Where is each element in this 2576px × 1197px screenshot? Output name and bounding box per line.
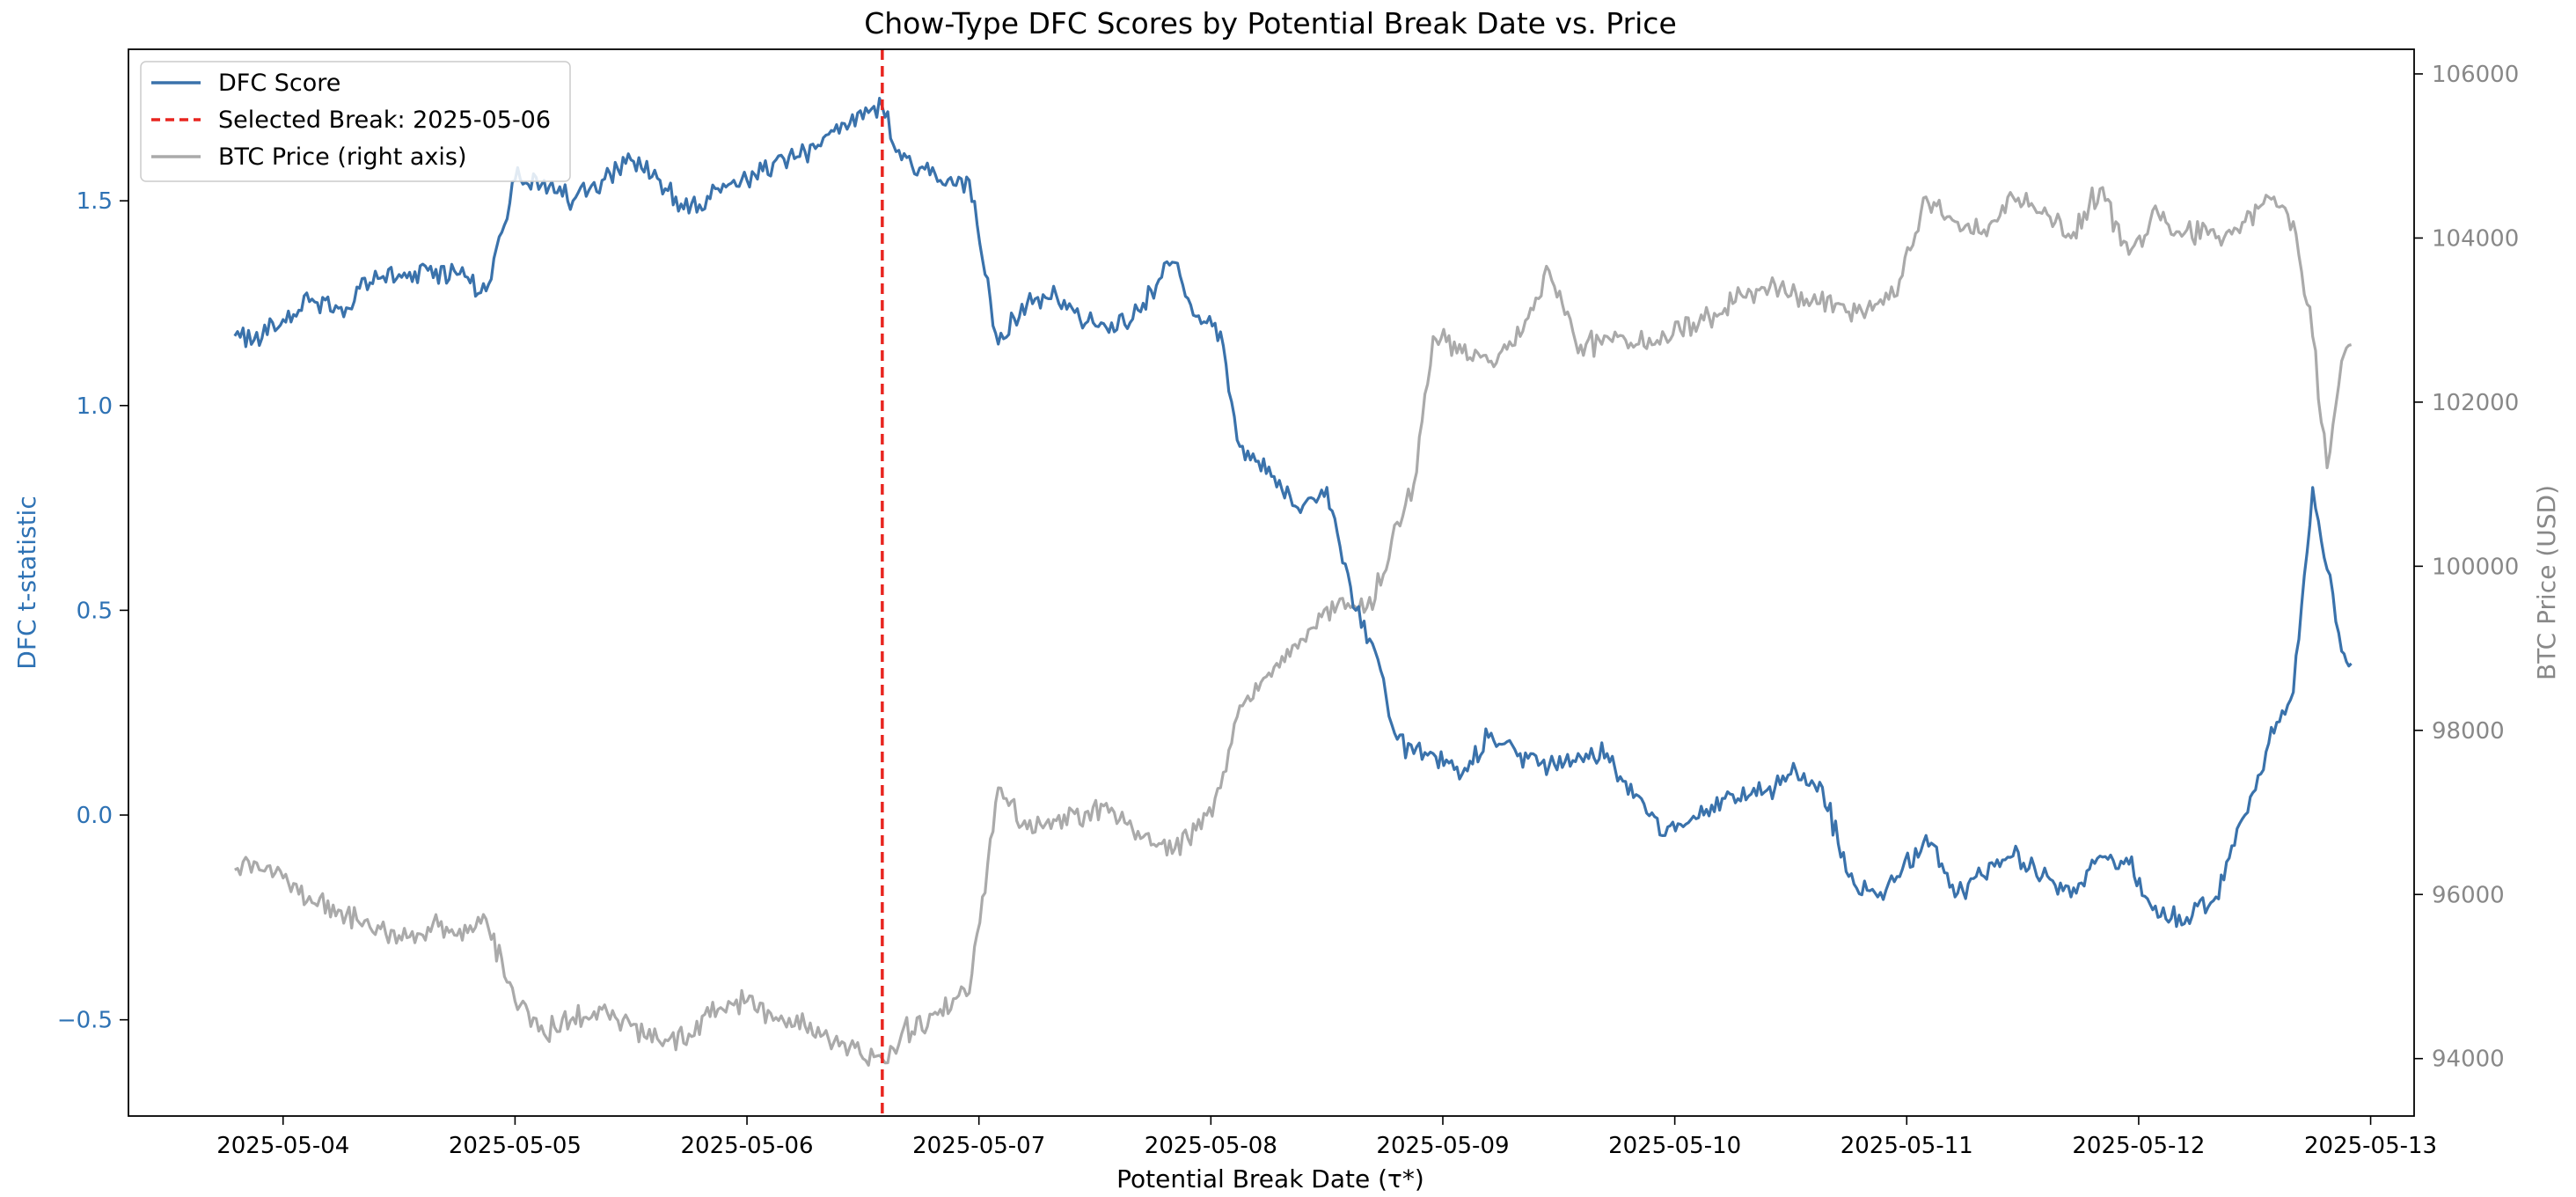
y-left-tick-label: 0.5 xyxy=(77,598,113,624)
y-left-tick-label: 0.0 xyxy=(77,803,113,829)
y-axis-right: 94000 96000 98000 100000 102000 104000 106000 xyxy=(2414,62,2519,1073)
y-right-tick-label: 106000 xyxy=(2432,62,2519,88)
dfc-series-layer xyxy=(233,97,2353,929)
x-axis-title: Potential Break Date (τ*) xyxy=(1116,1164,1424,1193)
series-line-0 xyxy=(233,97,2353,929)
x-tick-label: 2025-05-10 xyxy=(1608,1133,1741,1159)
legend-label-break: Selected Break: 2025-05-06 xyxy=(218,106,551,134)
y-left-tick-label: 1.0 xyxy=(77,393,113,420)
x-tick-label: 2025-05-08 xyxy=(1145,1133,1277,1159)
x-tick-label: 2025-05-07 xyxy=(912,1133,1045,1159)
price-series-layer xyxy=(234,186,2353,1067)
y-right-tick-label: 94000 xyxy=(2432,1046,2505,1073)
x-tick-label: 2025-05-05 xyxy=(449,1133,582,1159)
x-tick-label: 2025-05-12 xyxy=(2072,1133,2205,1159)
y-left-tick-label: 1.5 xyxy=(77,188,113,215)
x-tick-label: 2025-05-11 xyxy=(1841,1133,1973,1159)
y-right-tick-label: 96000 xyxy=(2432,882,2505,908)
y-right-tick-label: 98000 xyxy=(2432,718,2505,745)
legend: DFC Score Selected Break: 2025-05-06 BTC… xyxy=(140,61,571,182)
legend-box xyxy=(140,61,571,182)
series-line-1 xyxy=(234,186,2353,1067)
plot-frame xyxy=(128,48,2415,1117)
y-right-tick-label: 102000 xyxy=(2432,390,2519,416)
x-tick-label: 2025-05-04 xyxy=(216,1133,349,1159)
y-right-tick-label: 100000 xyxy=(2432,554,2519,580)
x-tick-label: 2025-05-06 xyxy=(680,1133,813,1159)
y-axis-left: −0.5 0.0 0.5 1.0 1.5 xyxy=(57,188,128,1034)
x-tick-label: 2025-05-09 xyxy=(1376,1133,1509,1159)
legend-label-dfc: DFC Score xyxy=(218,70,340,97)
y-axis-left-title: DFC t-statistic xyxy=(12,496,41,669)
legend-label-price: BTC Price (right axis) xyxy=(218,143,467,171)
y-axis-right-title: BTC Price (USD) xyxy=(2532,485,2561,680)
x-tick-label: 2025-05-13 xyxy=(2304,1133,2437,1159)
y-left-tick-label: −0.5 xyxy=(57,1008,113,1034)
x-axis: 2025-05-04 2025-05-05 2025-05-06 2025-05-07… xyxy=(216,1116,2437,1159)
y-right-tick-label: 104000 xyxy=(2432,225,2519,252)
chart-title: Chow-Type DFC Scores by Potential Break … xyxy=(864,6,1677,40)
